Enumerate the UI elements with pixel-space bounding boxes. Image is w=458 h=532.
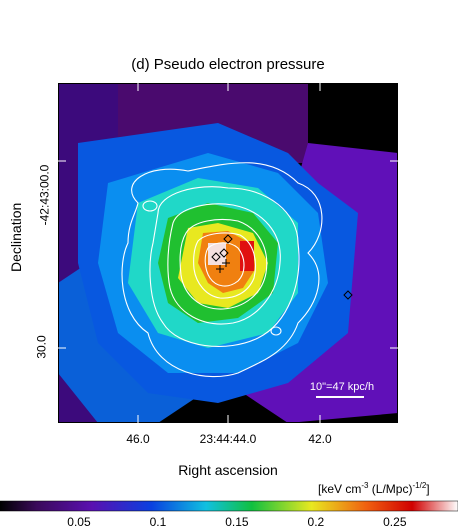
diamond-marker-2 bbox=[219, 248, 229, 258]
colorbar bbox=[0, 500, 458, 512]
contour-4 bbox=[179, 218, 268, 310]
scale-bar-label: 10"=47 kpc/h bbox=[310, 381, 374, 393]
diamond-marker-4 bbox=[343, 290, 353, 300]
colorbar-tick-2: 0.15 bbox=[225, 515, 249, 529]
y-axis-label: Declination bbox=[8, 202, 24, 272]
x-tick-label-0: 46.0 bbox=[126, 432, 150, 446]
contour-1 bbox=[121, 162, 323, 378]
source-markers bbox=[211, 234, 353, 300]
chart-title: (d) Pseudo electron pressure bbox=[131, 56, 325, 73]
contour-2 bbox=[149, 186, 300, 347]
x-tick-label-2: 42.0 bbox=[308, 432, 332, 446]
cross-marker-2 bbox=[216, 265, 224, 273]
cross-marker-1 bbox=[222, 259, 230, 267]
colorbar-tick-1: 0.1 bbox=[149, 515, 167, 529]
diamond-marker-1 bbox=[223, 234, 233, 244]
contour-island-2 bbox=[270, 326, 282, 336]
contour-6 bbox=[204, 242, 245, 287]
colorbar-gradient bbox=[0, 500, 458, 512]
contour-3 bbox=[167, 203, 281, 325]
diamond-marker-3 bbox=[211, 252, 221, 262]
colorbar-tick-3: 0.2 bbox=[307, 515, 325, 529]
y-tick-label-0: -42:43:00.0 bbox=[37, 164, 52, 226]
colorbar-unit: [keV cm-3 (L/Mpc)-1/2] bbox=[318, 481, 430, 496]
contour-lines bbox=[121, 162, 323, 378]
pressure-map: 10"=47 kpc/h bbox=[58, 83, 398, 423]
colorbar-tick-0: 0.05 bbox=[67, 515, 91, 529]
colorbar-tick-4: 0.25 bbox=[383, 515, 407, 529]
contour-5 bbox=[193, 232, 257, 299]
x-tick-label-1: 23:44:44.0 bbox=[199, 432, 257, 446]
contour-island-1 bbox=[142, 200, 158, 212]
y-tick-label-1: 30.0 bbox=[34, 335, 49, 359]
axis-ticks bbox=[58, 83, 398, 423]
x-axis-label: Right ascension bbox=[178, 462, 278, 478]
